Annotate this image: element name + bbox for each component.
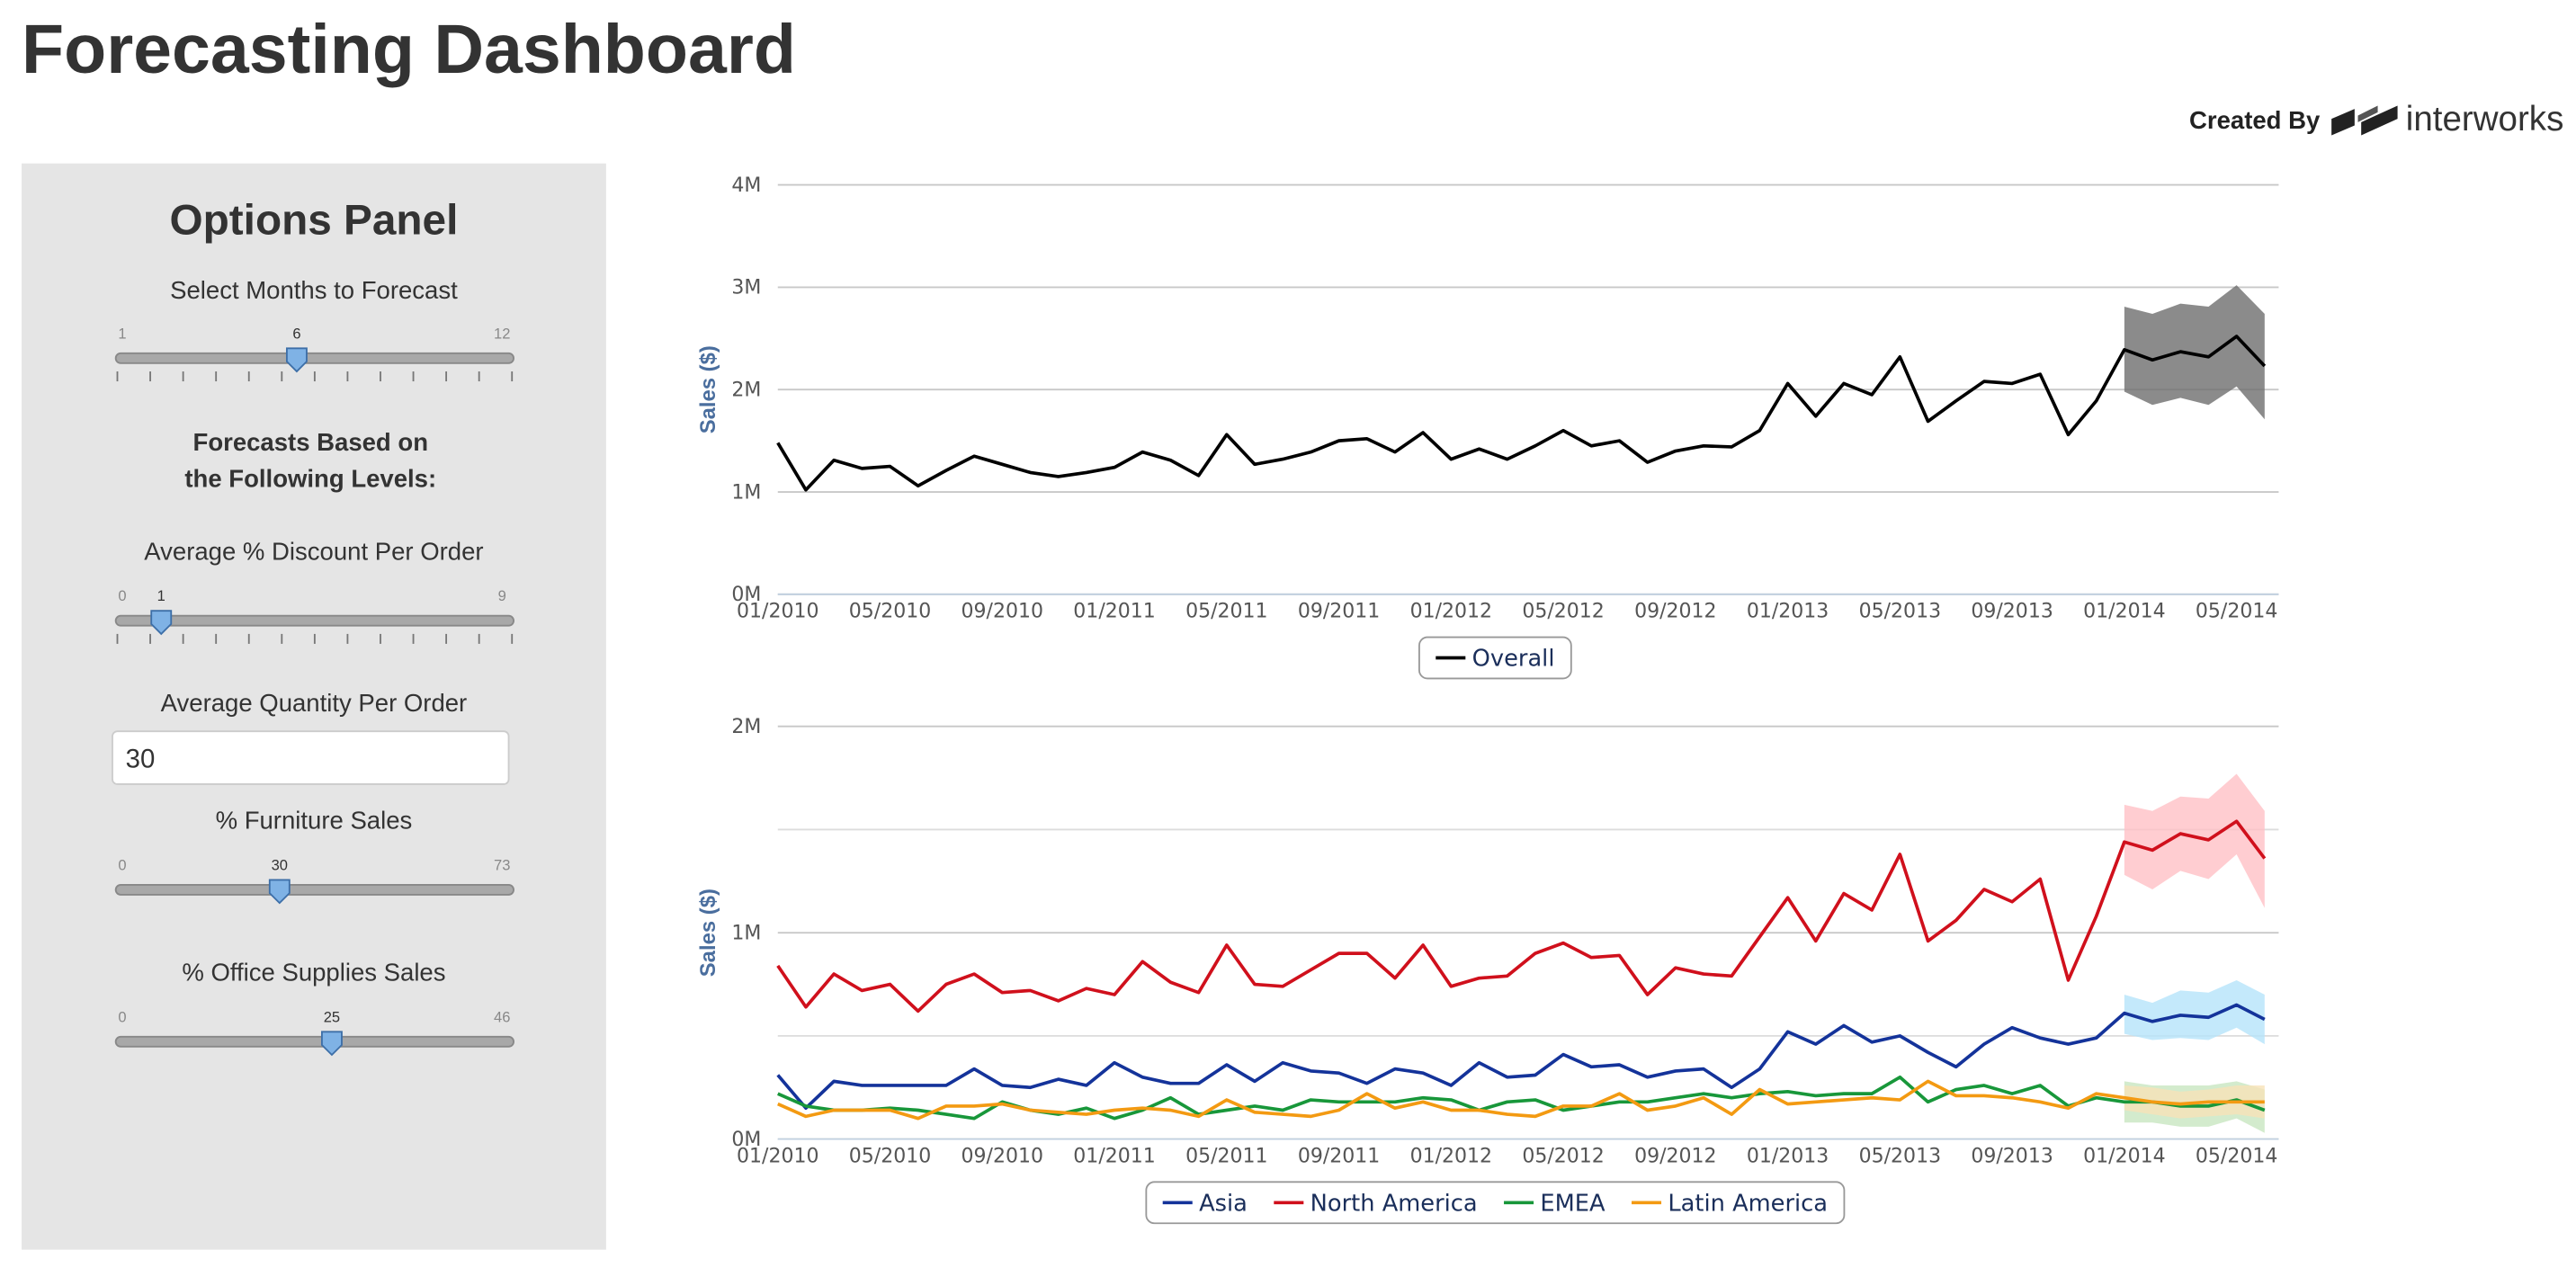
y-axis-label: Sales ($) <box>696 345 720 433</box>
y-tick-label: 1M <box>731 923 761 945</box>
legend-item[interactable]: Latin America <box>1631 1190 1828 1217</box>
x-tick-label: 05/2013 <box>1859 1145 1941 1167</box>
legend-item[interactable]: Overall <box>1436 646 1554 673</box>
x-tick-label: 01/2013 <box>1747 601 1829 623</box>
legend-item[interactable]: EMEA <box>1504 1190 1606 1217</box>
brand-logo <box>2331 105 2398 136</box>
slider-label: % Furniture Sales <box>216 807 413 835</box>
slider-handle[interactable] <box>321 1031 343 1057</box>
x-tick-label: 05/2014 <box>2196 601 2277 623</box>
chart: 0M 1M 2M 3M 4M 01/2010 05/2010 09/2010 01/2011 05… <box>696 174 2279 680</box>
forecast-band <box>2124 979 2265 1045</box>
legend-label: Asia <box>1199 1190 1248 1217</box>
panel-title: Options Panel <box>170 197 459 245</box>
slider-min: 1 <box>118 325 126 342</box>
quantity-input[interactable] <box>112 730 510 785</box>
y-axis-label: Sales ($) <box>696 889 720 977</box>
series-line <box>776 819 2267 1014</box>
y-tick-label: 0M <box>731 584 761 606</box>
slider-label: % Office Supplies Sales <box>182 958 445 986</box>
slider-handle[interactable] <box>150 610 173 636</box>
created-by: Created By <box>2189 106 2321 134</box>
x-tick-label: 01/2014 <box>2083 1145 2165 1167</box>
panel-heading: the Following Levels: <box>184 465 436 493</box>
x-tick-label: 09/2010 <box>962 1145 1043 1167</box>
x-tick-label: 09/2011 <box>1298 1145 1380 1167</box>
x-tick-label: 01/2012 <box>1410 1145 1492 1167</box>
series-line <box>776 1003 2266 1111</box>
x-tick-label: 01/2010 <box>737 601 818 623</box>
slider-label: Select Months to Forecast <box>170 276 458 304</box>
y-tick-label: 2M <box>731 716 761 738</box>
x-tick-label: 05/2011 <box>1185 1145 1267 1167</box>
slider-max: 9 <box>498 587 506 604</box>
slider-min: 0 <box>118 856 126 873</box>
forecast-band <box>2124 773 2265 908</box>
panel-heading: Forecasts Based on <box>193 428 429 456</box>
slider-max: 46 <box>494 1008 510 1025</box>
slider-track <box>114 884 514 896</box>
legend-item[interactable]: Asia <box>1162 1190 1248 1217</box>
x-tick-label: 01/2013 <box>1747 1145 1829 1167</box>
slider-label: Average % Discount Per Order <box>144 537 483 565</box>
slider-max: 12 <box>494 325 510 342</box>
legend-box <box>1418 636 1572 680</box>
slider-value: 1 <box>157 587 165 604</box>
y-tick-label: 1M <box>731 481 761 504</box>
x-tick-label: 01/2010 <box>737 1145 818 1167</box>
page-title: Forecasting Dashboard <box>22 11 796 88</box>
y-tick-label: 2M <box>731 380 761 402</box>
slider-track <box>114 1035 514 1048</box>
slider-min: 0 <box>118 587 126 604</box>
slider-value: 30 <box>272 856 288 873</box>
slider-track <box>114 614 514 627</box>
slider-value: 25 <box>324 1008 340 1025</box>
brand-name: interworks <box>2406 100 2564 138</box>
x-tick-label: 09/2013 <box>1971 1145 2053 1167</box>
slider-max: 73 <box>494 856 510 873</box>
legend: Overall <box>1418 636 1572 680</box>
x-tick-label: 01/2011 <box>1073 1145 1155 1167</box>
series-line <box>776 335 2267 492</box>
x-tick-label: 09/2010 <box>962 601 1043 623</box>
slider-value: 6 <box>292 325 300 342</box>
x-tick-label: 01/2012 <box>1410 601 1492 623</box>
y-tick-label: 4M <box>731 174 761 197</box>
x-tick-label: 05/2011 <box>1185 601 1267 623</box>
x-tick-label: 05/2010 <box>849 601 931 623</box>
x-tick-label: 09/2012 <box>1634 601 1716 623</box>
legend-label: Overall <box>1472 646 1555 673</box>
input-label: Average Quantity Per Order <box>161 689 468 717</box>
y-tick-label: 0M <box>731 1129 761 1151</box>
y-tick-label: 3M <box>731 277 761 299</box>
options-panel <box>22 163 606 1250</box>
x-tick-label: 05/2010 <box>849 1145 931 1167</box>
legend-box <box>1145 1181 1846 1225</box>
legend-label: Latin America <box>1668 1190 1828 1217</box>
legend-label: North America <box>1310 1190 1478 1217</box>
x-tick-label: 05/2014 <box>2196 1145 2277 1167</box>
chart: 0M 1M 2M 01/2010 05/2010 09/2010 01/2011 05/201… <box>696 716 2279 1225</box>
x-tick-label: 05/2012 <box>1522 1145 1604 1167</box>
slider-handle[interactable] <box>285 347 308 373</box>
series-line <box>777 1079 2265 1121</box>
x-tick-label: 01/2011 <box>1073 601 1155 623</box>
x-tick-label: 05/2012 <box>1522 601 1604 623</box>
slider-track <box>114 352 514 364</box>
slider-min: 0 <box>118 1008 126 1025</box>
slider-handle[interactable] <box>268 879 291 905</box>
x-tick-label: 09/2011 <box>1298 601 1380 623</box>
x-tick-label: 09/2012 <box>1634 1145 1716 1167</box>
x-tick-label: 01/2014 <box>2083 601 2165 623</box>
x-tick-label: 09/2013 <box>1971 601 2053 623</box>
x-tick-label: 05/2013 <box>1859 601 1941 623</box>
legend-label: EMEA <box>1540 1190 1606 1217</box>
legend: Asia North America EMEA Latin America <box>1145 1181 1846 1225</box>
legend-item[interactable]: North America <box>1274 1190 1478 1217</box>
input-value: 30 <box>126 745 156 774</box>
forecast-band <box>2124 285 2265 420</box>
